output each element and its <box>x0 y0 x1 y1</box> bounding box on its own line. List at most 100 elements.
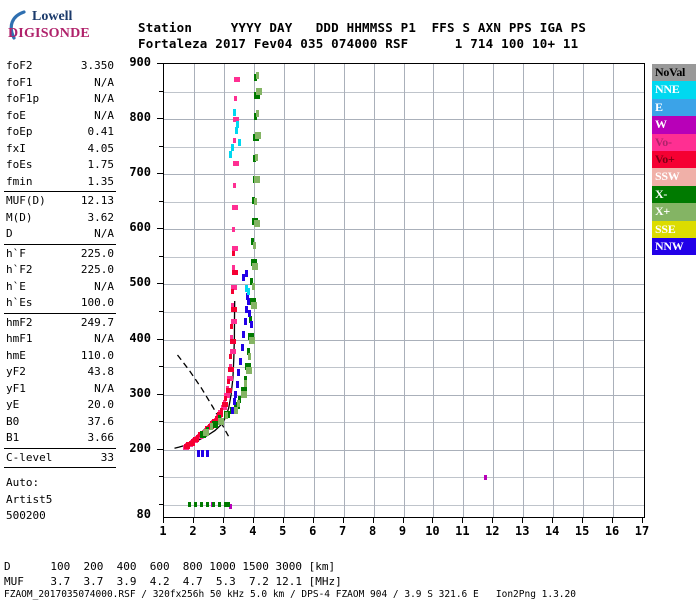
echo-point <box>251 238 254 245</box>
param-row: foEp 0.41 <box>4 124 116 141</box>
legend-item-x-[interactable]: X- <box>652 185 696 204</box>
legend-item-w[interactable]: W <box>652 116 696 134</box>
y-axis-tick <box>157 63 163 64</box>
echo-point <box>237 77 240 82</box>
echo-point <box>242 331 245 338</box>
echo-point <box>215 416 218 421</box>
x-axis-tick-label: 6 <box>309 524 317 538</box>
y-axis-tick <box>157 228 163 230</box>
x-axis-tick <box>342 518 344 523</box>
echo-point <box>224 393 227 398</box>
echo-point <box>233 138 236 143</box>
echo-point <box>239 358 242 365</box>
gridline-vertical <box>404 64 405 517</box>
echo-point <box>215 421 218 428</box>
y-axis-tick <box>157 173 163 175</box>
param-value: 225.0 <box>80 246 114 260</box>
echo-point <box>191 439 194 444</box>
gridline-vertical <box>254 64 255 517</box>
x-axis-tick-label: 11 <box>455 524 470 538</box>
gridline-horizontal-minor <box>164 257 644 258</box>
lowell-digisonde-logo: Lowell DIGISONDE <box>6 8 126 48</box>
legend-item-x-[interactable]: X+ <box>652 203 696 221</box>
echo-point <box>253 134 256 141</box>
echo-point <box>244 318 247 325</box>
x-axis-tick <box>552 518 554 523</box>
param-name: h`Es <box>6 296 33 309</box>
legend-item-nnw[interactable]: NNW <box>652 237 696 256</box>
param-row: h`F 225.0 <box>4 246 116 263</box>
param-name: h`F2 <box>6 263 33 276</box>
x-axis-tick <box>163 518 164 523</box>
x-axis-tick-label: 8 <box>368 524 377 538</box>
param-value: 3.66 <box>87 431 115 444</box>
y-axis-tick-minor <box>159 311 163 313</box>
legend-item-e[interactable]: E <box>652 98 696 117</box>
param-value: 12.13 <box>80 194 114 207</box>
echo-point <box>236 381 239 388</box>
param-name: foF1p <box>6 92 40 105</box>
gridline-vertical <box>553 64 554 517</box>
echo-point <box>254 74 257 81</box>
param-value: 37.6 <box>87 414 115 428</box>
param-value: N/A <box>94 92 114 105</box>
y-axis-tick-label: 600 <box>129 220 151 235</box>
x-axis-tick <box>372 518 374 523</box>
ionogram-plot-area[interactable] <box>163 63 645 518</box>
echo-point <box>189 441 192 446</box>
param-name: hmF2 <box>6 315 33 329</box>
echo-point <box>206 450 209 457</box>
gridline-vertical <box>224 64 225 517</box>
y-axis-tick-label: 200 <box>129 440 151 455</box>
legend-item-sse[interactable]: SSE <box>652 220 696 238</box>
param-name: B1 <box>6 431 20 444</box>
echo-point <box>235 205 238 210</box>
legend-item-ssw[interactable]: SSW <box>652 168 696 186</box>
x-axis-tick-label: 17 <box>634 524 650 538</box>
echo-point <box>227 379 230 384</box>
param-row: hmF2 249.7 <box>4 315 116 332</box>
footer-line-d: D 100 200 400 600 800 1000 1500 3000 [km… <box>4 560 336 573</box>
echo-point <box>230 335 233 340</box>
x-axis-tick-label: 16 <box>604 524 620 538</box>
echo-point <box>255 263 258 270</box>
echo-point <box>229 151 232 158</box>
param-group-clevel: C-level 33 <box>4 450 116 467</box>
gridline-horizontal-minor <box>164 312 644 313</box>
echo-point <box>221 405 224 410</box>
param-name: B0 <box>6 414 20 428</box>
echo-point <box>229 364 232 369</box>
echo-point <box>248 310 251 317</box>
param-row: C-level 33 <box>4 450 116 467</box>
legend-item-nne[interactable]: NNE <box>652 81 696 99</box>
legend-item-vo-[interactable]: Vo- <box>652 133 696 151</box>
param-group-auto: Auto: Artist5 500200 <box>4 475 116 525</box>
echo-point <box>248 333 251 340</box>
x-axis-tick <box>432 518 434 523</box>
legend-item-label: NoVal <box>655 65 686 79</box>
legend-item-vo-[interactable]: Vo+ <box>652 150 696 169</box>
gridline-horizontal-minor <box>164 477 644 478</box>
echo-point <box>254 176 257 183</box>
legend-item-label: X- <box>655 186 668 201</box>
param-row: foEs 1.75 <box>4 157 116 174</box>
x-axis-tick <box>402 518 404 523</box>
echo-point <box>234 307 237 312</box>
echo-point <box>254 198 257 205</box>
legend-item-noval[interactable]: NoVal <box>652 64 696 82</box>
echo-point <box>241 387 244 394</box>
param-value: 0.41 <box>87 125 115 138</box>
param-row: fmin 1.35 <box>4 174 116 191</box>
gridline-vertical <box>344 64 345 517</box>
echo-point <box>245 363 248 370</box>
y-axis-tick-minor <box>159 421 163 423</box>
divider <box>4 243 116 245</box>
param-value: N/A <box>94 108 114 122</box>
gridline-horizontal <box>164 340 644 341</box>
y-axis-tick-label: 800 <box>129 110 151 125</box>
gridline-horizontal <box>164 119 644 120</box>
echo-point <box>246 367 249 374</box>
param-name: C-level <box>6 450 53 464</box>
gridline-vertical <box>433 64 434 517</box>
